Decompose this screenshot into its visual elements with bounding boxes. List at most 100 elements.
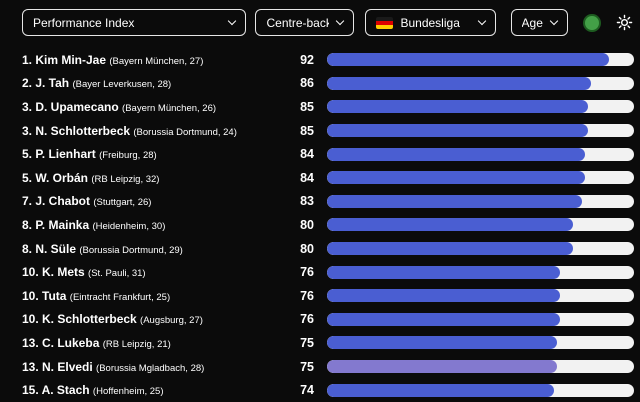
position-dropdown[interactable]: Centre-back [255, 9, 355, 36]
player-rank-name: 7. J. Chabot [22, 194, 94, 209]
bar-fill [327, 265, 561, 279]
bar-fill [327, 100, 588, 114]
chevron-down-icon [336, 16, 345, 26]
bar-fill [327, 194, 582, 208]
table-row: 8. P. Mainka (Heidenheim, 30) 80 [22, 213, 635, 237]
player-rank-name: 3. D. Upamecano [22, 99, 123, 114]
table-row: 10. K. Schlotterbeck (Augsburg, 27) 76 [22, 308, 635, 332]
player-rank-name: 10. K. Mets [22, 265, 89, 280]
player-club-age: (Bayern München, 26) [122, 102, 217, 114]
player-club-age: (Hoffenheim, 25) [92, 386, 164, 398]
table-row: 13. N. Elvedi (Borussia Mgladbach, 28) 7… [22, 355, 635, 379]
chevron-down-icon [549, 16, 559, 26]
table-row: 8. N. Süle (Borussia Dortmund, 29) 80 [22, 237, 635, 261]
table-row: 2. J. Tah (Bayer Leverkusen, 28) 86 [22, 72, 635, 96]
bar-fill [327, 360, 558, 374]
bar-fill [327, 53, 610, 67]
player-rank-name: 10. K. Schlotterbeck [22, 312, 141, 327]
green-toggle-button[interactable] [582, 13, 601, 32]
age-dropdown-label: Age [521, 15, 543, 30]
bar-fill [327, 218, 573, 232]
league-dropdown-label: Bundesliga [400, 15, 460, 30]
player-value: 85 [300, 99, 314, 114]
bar-track [327, 124, 634, 138]
player-rank-name: 3. N. Schlotterbeck [22, 123, 134, 138]
player-club-age: (Eintracht Frankfurt, 25) [69, 291, 171, 303]
metric-dropdown[interactable]: Performance Index [22, 9, 247, 36]
player-club-age: (RB Leipzig, 32) [91, 173, 160, 185]
player-value: 84 [300, 170, 314, 185]
bar-track [327, 312, 634, 326]
player-club-age: (Heidenheim, 30) [92, 220, 166, 232]
player-club-age: (Borussia Dortmund, 24) [133, 126, 237, 138]
player-club-age: (RB Leipzig, 21) [102, 338, 171, 350]
bar-fill [327, 76, 592, 90]
table-row: 3. D. Upamecano (Bayern München, 26) 85 [22, 95, 635, 119]
bar-fill [327, 171, 585, 185]
bar-track [327, 218, 634, 232]
bar-track [327, 360, 634, 374]
position-dropdown-label: Centre-back [266, 15, 330, 30]
player-value: 83 [300, 194, 314, 209]
bar-fill [327, 289, 561, 303]
player-value: 75 [300, 359, 314, 374]
bar-track [327, 147, 634, 161]
age-dropdown[interactable]: Age [510, 9, 568, 36]
player-rank-name: 1. Kim Min-Jae [22, 52, 110, 67]
table-row: 13. C. Lukeba (RB Leipzig, 21) 75 [22, 331, 635, 355]
metric-dropdown-label: Performance Index [33, 15, 135, 30]
player-rank-name: 10. Tuta [22, 288, 70, 303]
bar-fill [327, 147, 585, 161]
bar-track [327, 265, 634, 279]
bar-fill [327, 242, 573, 256]
filter-bar: Performance Index Centre-back Bundesliga… [0, 0, 640, 44]
chevron-down-icon [477, 16, 486, 26]
bar-fill [327, 336, 558, 350]
brightness-toggle-button[interactable] [615, 13, 634, 33]
bar-track [327, 242, 634, 256]
player-value: 76 [300, 312, 314, 327]
player-value: 86 [300, 76, 314, 91]
player-value: 80 [300, 241, 314, 256]
bar-track [327, 383, 634, 397]
table-row: 1. Kim Min-Jae (Bayern München, 27) 92 [22, 48, 635, 72]
table-row: 3. N. Schlotterbeck (Borussia Dortmund, … [22, 119, 635, 143]
player-club-age: (Augsburg, 27) [140, 315, 203, 327]
player-rank-name: 5. P. Lienhart [22, 147, 100, 162]
table-row: 15. A. Stach (Hoffenheim, 25) 74 [22, 378, 635, 402]
bar-fill [327, 124, 588, 138]
player-club-age: (Bayer Leverkusen, 28) [72, 79, 172, 91]
player-rank-name: 15. A. Stach [22, 383, 93, 398]
table-row: 5. P. Lienhart (Freiburg, 28) 84 [22, 142, 635, 166]
player-rank-name: 13. C. Lukeba [22, 335, 103, 350]
germany-flag-icon [376, 16, 394, 29]
player-value: 76 [300, 288, 314, 303]
bar-track [327, 194, 634, 208]
bar-track [327, 100, 634, 114]
player-value: 84 [300, 147, 314, 162]
player-value: 75 [300, 335, 314, 350]
player-club-age: (St. Pauli, 31) [88, 268, 146, 280]
table-row: 5. W. Orbán (RB Leipzig, 32) 84 [22, 166, 635, 190]
brightness-icon [616, 14, 633, 31]
player-value: 76 [300, 265, 314, 280]
player-club-age: (Stuttgart, 26) [93, 197, 152, 209]
bar-fill [327, 383, 555, 397]
league-dropdown[interactable]: Bundesliga [365, 9, 496, 36]
bar-track [327, 289, 634, 303]
player-club-age: (Borussia Dortmund, 29) [79, 244, 183, 256]
player-rank-name: 5. W. Orbán [22, 170, 92, 185]
table-row: 10. Tuta (Eintracht Frankfurt, 25) 76 [22, 284, 635, 308]
player-value: 80 [300, 217, 314, 232]
chevron-down-icon [228, 16, 237, 26]
player-value: 92 [300, 52, 314, 67]
player-rank-name: 13. N. Elvedi [22, 359, 97, 374]
player-rank-name: 8. P. Mainka [22, 217, 93, 232]
player-club-age: (Bayern München, 27) [109, 55, 204, 67]
bar-fill [327, 312, 561, 326]
player-club-age: (Freiburg, 28) [99, 150, 157, 162]
bar-track [327, 53, 634, 67]
bar-track [327, 336, 634, 350]
table-row: 10. K. Mets (St. Pauli, 31) 76 [22, 260, 635, 284]
player-rank-name: 2. J. Tah [22, 76, 73, 91]
